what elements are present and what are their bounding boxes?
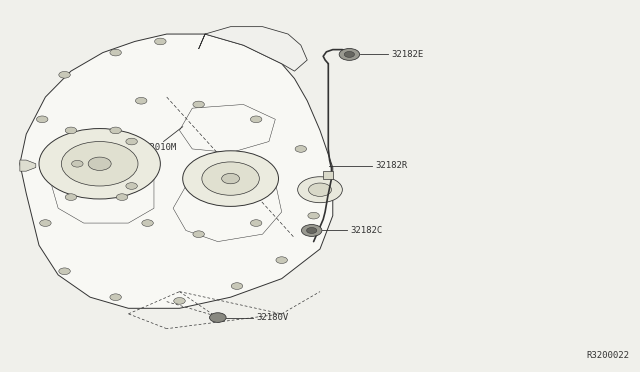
Circle shape — [110, 127, 122, 134]
Text: 32182R: 32182R — [375, 161, 407, 170]
Text: 32182E: 32182E — [391, 50, 423, 59]
Circle shape — [344, 51, 355, 57]
Circle shape — [61, 141, 138, 186]
Circle shape — [308, 212, 319, 219]
Circle shape — [182, 151, 278, 206]
Polygon shape — [20, 34, 333, 308]
Circle shape — [59, 268, 70, 275]
Circle shape — [65, 194, 77, 201]
Text: 32180V: 32180V — [256, 313, 289, 322]
Circle shape — [155, 38, 166, 45]
Circle shape — [193, 101, 204, 108]
Circle shape — [126, 183, 138, 189]
Circle shape — [59, 71, 70, 78]
Circle shape — [126, 138, 138, 145]
Circle shape — [221, 173, 239, 184]
Polygon shape — [20, 160, 36, 171]
Circle shape — [110, 294, 122, 301]
Circle shape — [301, 225, 322, 236]
Circle shape — [298, 177, 342, 203]
Text: 32010M: 32010M — [144, 142, 177, 152]
Circle shape — [116, 194, 128, 201]
Circle shape — [202, 162, 259, 195]
Circle shape — [250, 116, 262, 123]
Circle shape — [40, 220, 51, 227]
Circle shape — [276, 257, 287, 263]
Circle shape — [88, 157, 111, 170]
Circle shape — [295, 145, 307, 152]
Circle shape — [72, 160, 83, 167]
Circle shape — [209, 313, 226, 323]
FancyBboxPatch shape — [323, 171, 333, 179]
Circle shape — [36, 116, 48, 123]
Circle shape — [307, 228, 317, 234]
Circle shape — [250, 220, 262, 227]
Circle shape — [308, 183, 332, 196]
Text: R3200022: R3200022 — [587, 351, 630, 360]
Circle shape — [110, 49, 122, 56]
Circle shape — [39, 129, 161, 199]
Circle shape — [231, 283, 243, 289]
Circle shape — [339, 48, 360, 60]
Circle shape — [193, 231, 204, 237]
Text: 32182C: 32182C — [350, 226, 382, 235]
Polygon shape — [198, 27, 307, 71]
Circle shape — [136, 97, 147, 104]
Circle shape — [65, 127, 77, 134]
Circle shape — [142, 220, 154, 227]
Circle shape — [173, 298, 185, 304]
